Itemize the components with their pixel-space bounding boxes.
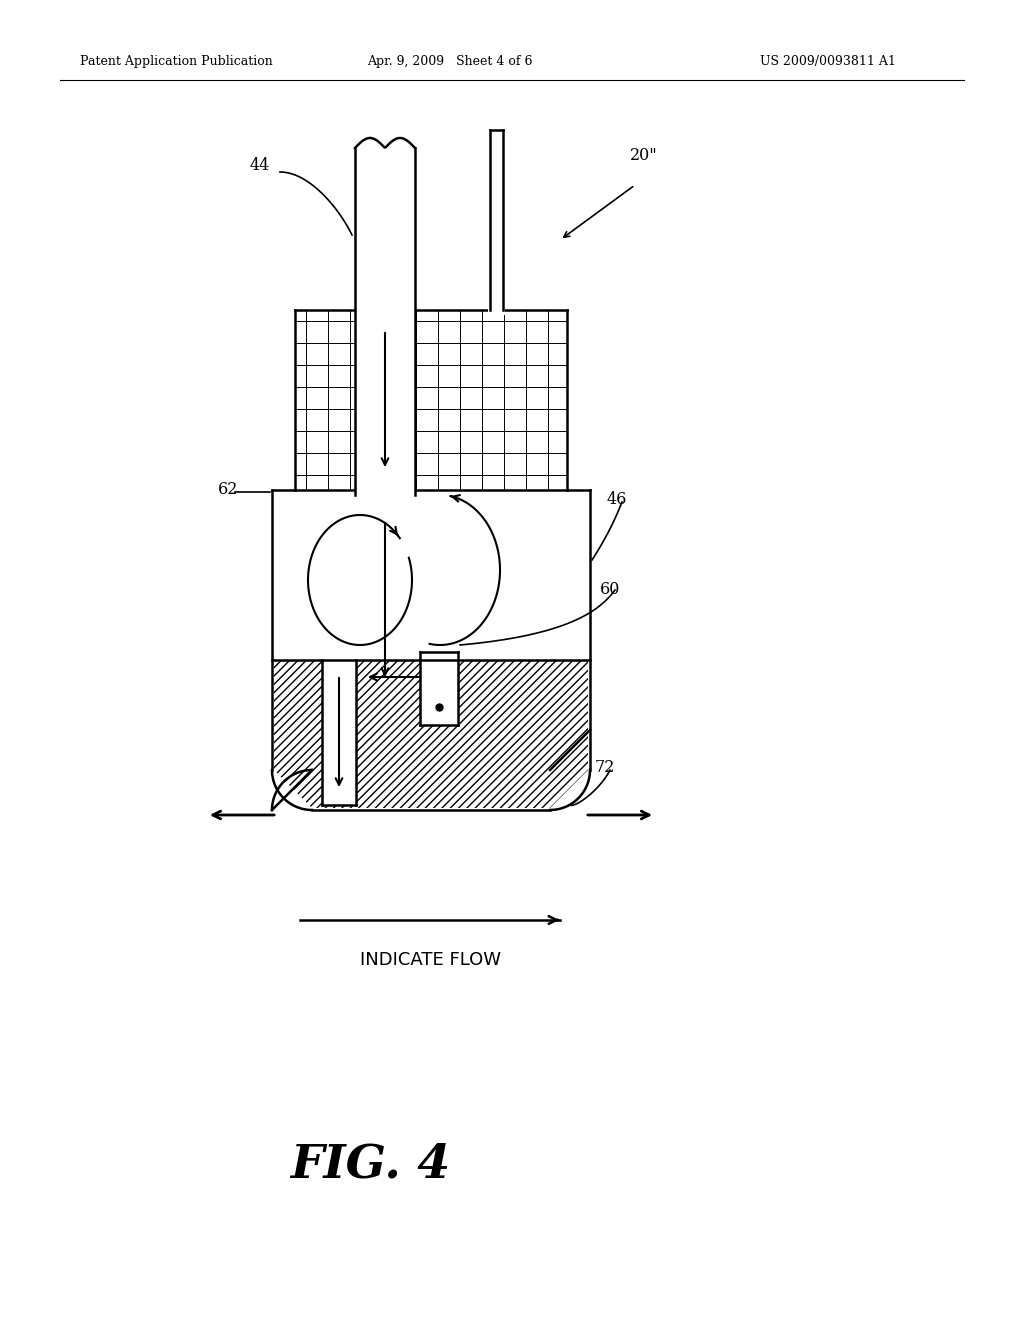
Text: 20": 20" [630,147,657,164]
Polygon shape [322,660,356,805]
Text: US 2009/0093811 A1: US 2009/0093811 A1 [760,55,896,69]
Polygon shape [355,143,415,495]
Text: FIG. 4: FIG. 4 [290,1142,451,1188]
Text: Patent Application Publication: Patent Application Publication [80,55,272,69]
Text: INDICATE FLOW: INDICATE FLOW [359,950,501,969]
Polygon shape [295,310,567,490]
Polygon shape [272,490,590,810]
Polygon shape [420,652,458,725]
Polygon shape [488,125,505,315]
Text: 44: 44 [250,157,270,173]
Text: 60: 60 [600,582,621,598]
Text: 62: 62 [218,482,239,499]
Text: 72: 72 [595,759,615,776]
Text: 46: 46 [607,491,628,508]
Text: Apr. 9, 2009   Sheet 4 of 6: Apr. 9, 2009 Sheet 4 of 6 [368,55,532,69]
